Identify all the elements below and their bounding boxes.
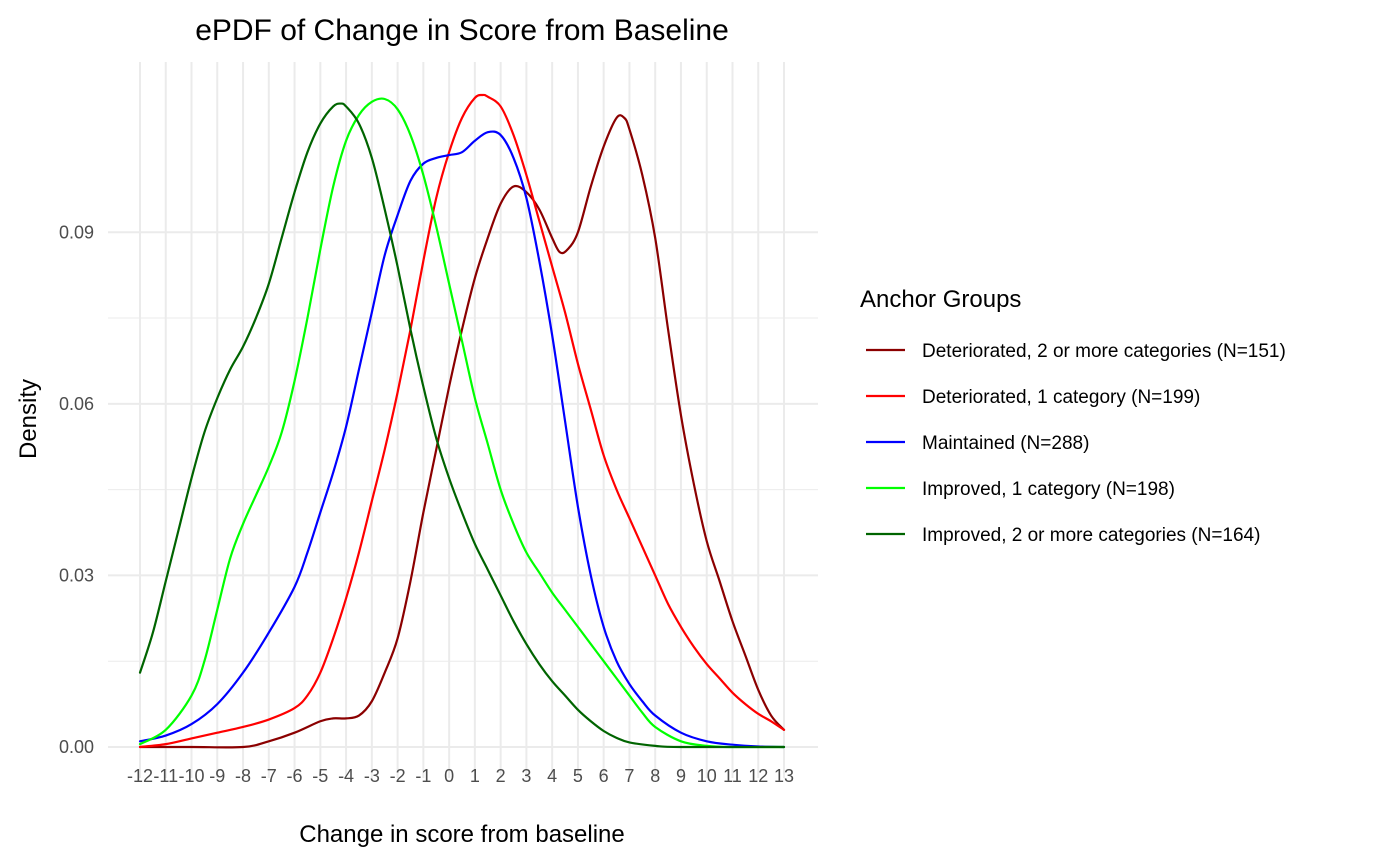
series-line-1 (138, 114, 786, 749)
legend-title: Anchor Groups (860, 286, 1021, 313)
legend-label: Deteriorated, 2 or more categories (N=15… (922, 341, 1286, 362)
legend-item: Improved, 2 or more categories (N=164) (866, 525, 1260, 546)
legend-item: Improved, 1 category (N=198) (866, 479, 1175, 500)
legend-label: Deteriorated, 1 category (N=199) (922, 387, 1200, 408)
x-tick-label: 11 (723, 766, 742, 786)
y-axis-title: Density (15, 379, 42, 459)
x-tick-label: -11 (153, 766, 178, 786)
legend-label: Improved, 1 category (N=198) (922, 479, 1175, 500)
x-tick-labels: -12 -11 -10 -9 -8 -7 -6 -5 -4 -3 -2 -1 0 1 2 3 4 5 6 7 8 9 10 1… (127, 766, 794, 786)
x-tick-label: -5 (312, 766, 328, 786)
x-tick-label: 7 (624, 766, 634, 786)
series-line-2 (138, 93, 786, 749)
x-tick-label: 12 (748, 766, 768, 786)
x-tick-label: 8 (650, 766, 660, 786)
x-tick-label: -10 (179, 766, 205, 786)
x-tick-label: -3 (364, 766, 380, 786)
y-tick-labels: 0.00 0.03 0.06 0.09 (59, 222, 94, 757)
y-tick-label: 0.03 (59, 565, 94, 585)
x-tick-label: -4 (338, 766, 354, 786)
x-tick-label: 2 (496, 766, 506, 786)
legend-item: Deteriorated, 1 category (N=199) (866, 387, 1200, 408)
x-tick-label: 5 (573, 766, 583, 786)
series-line-4 (138, 97, 786, 749)
x-tick-label: 3 (521, 766, 531, 786)
x-axis-title: Change in score from baseline (299, 821, 625, 848)
x-tick-label: -12 (127, 766, 153, 786)
x-tick-label: 13 (774, 766, 794, 786)
chart-title: ePDF of Change in Score from Baseline (195, 14, 729, 47)
x-tick-label: -7 (261, 766, 277, 786)
y-tick-label: 0.09 (59, 222, 94, 242)
x-tick-label: -9 (209, 766, 225, 786)
legend-item: Deteriorated, 2 or more categories (N=15… (866, 341, 1286, 362)
y-tick-label: 0.06 (59, 394, 94, 414)
x-tick-label: 1 (470, 766, 480, 786)
series-line-3 (138, 130, 786, 749)
x-tick-label: -2 (390, 766, 406, 786)
x-tick-label: 4 (547, 766, 557, 786)
series-line-5 (138, 102, 786, 749)
legend-item: Maintained (N=288) (866, 433, 1089, 454)
x-tick-label: 0 (444, 766, 454, 786)
grid-lines (108, 62, 818, 778)
x-tick-label: 10 (697, 766, 717, 786)
legend-label: Improved, 2 or more categories (N=164) (922, 525, 1260, 546)
x-tick-label: 6 (599, 766, 609, 786)
legend-label: Maintained (N=288) (922, 433, 1089, 454)
x-tick-label: 9 (676, 766, 686, 786)
y-tick-label: 0.00 (59, 737, 94, 757)
x-tick-label: -1 (415, 766, 431, 786)
x-tick-label: -8 (235, 766, 251, 786)
legend: Anchor Groups Deteriorated, 2 or more ca… (860, 286, 1286, 546)
density-curves (138, 93, 786, 749)
x-tick-label: -6 (287, 766, 303, 786)
